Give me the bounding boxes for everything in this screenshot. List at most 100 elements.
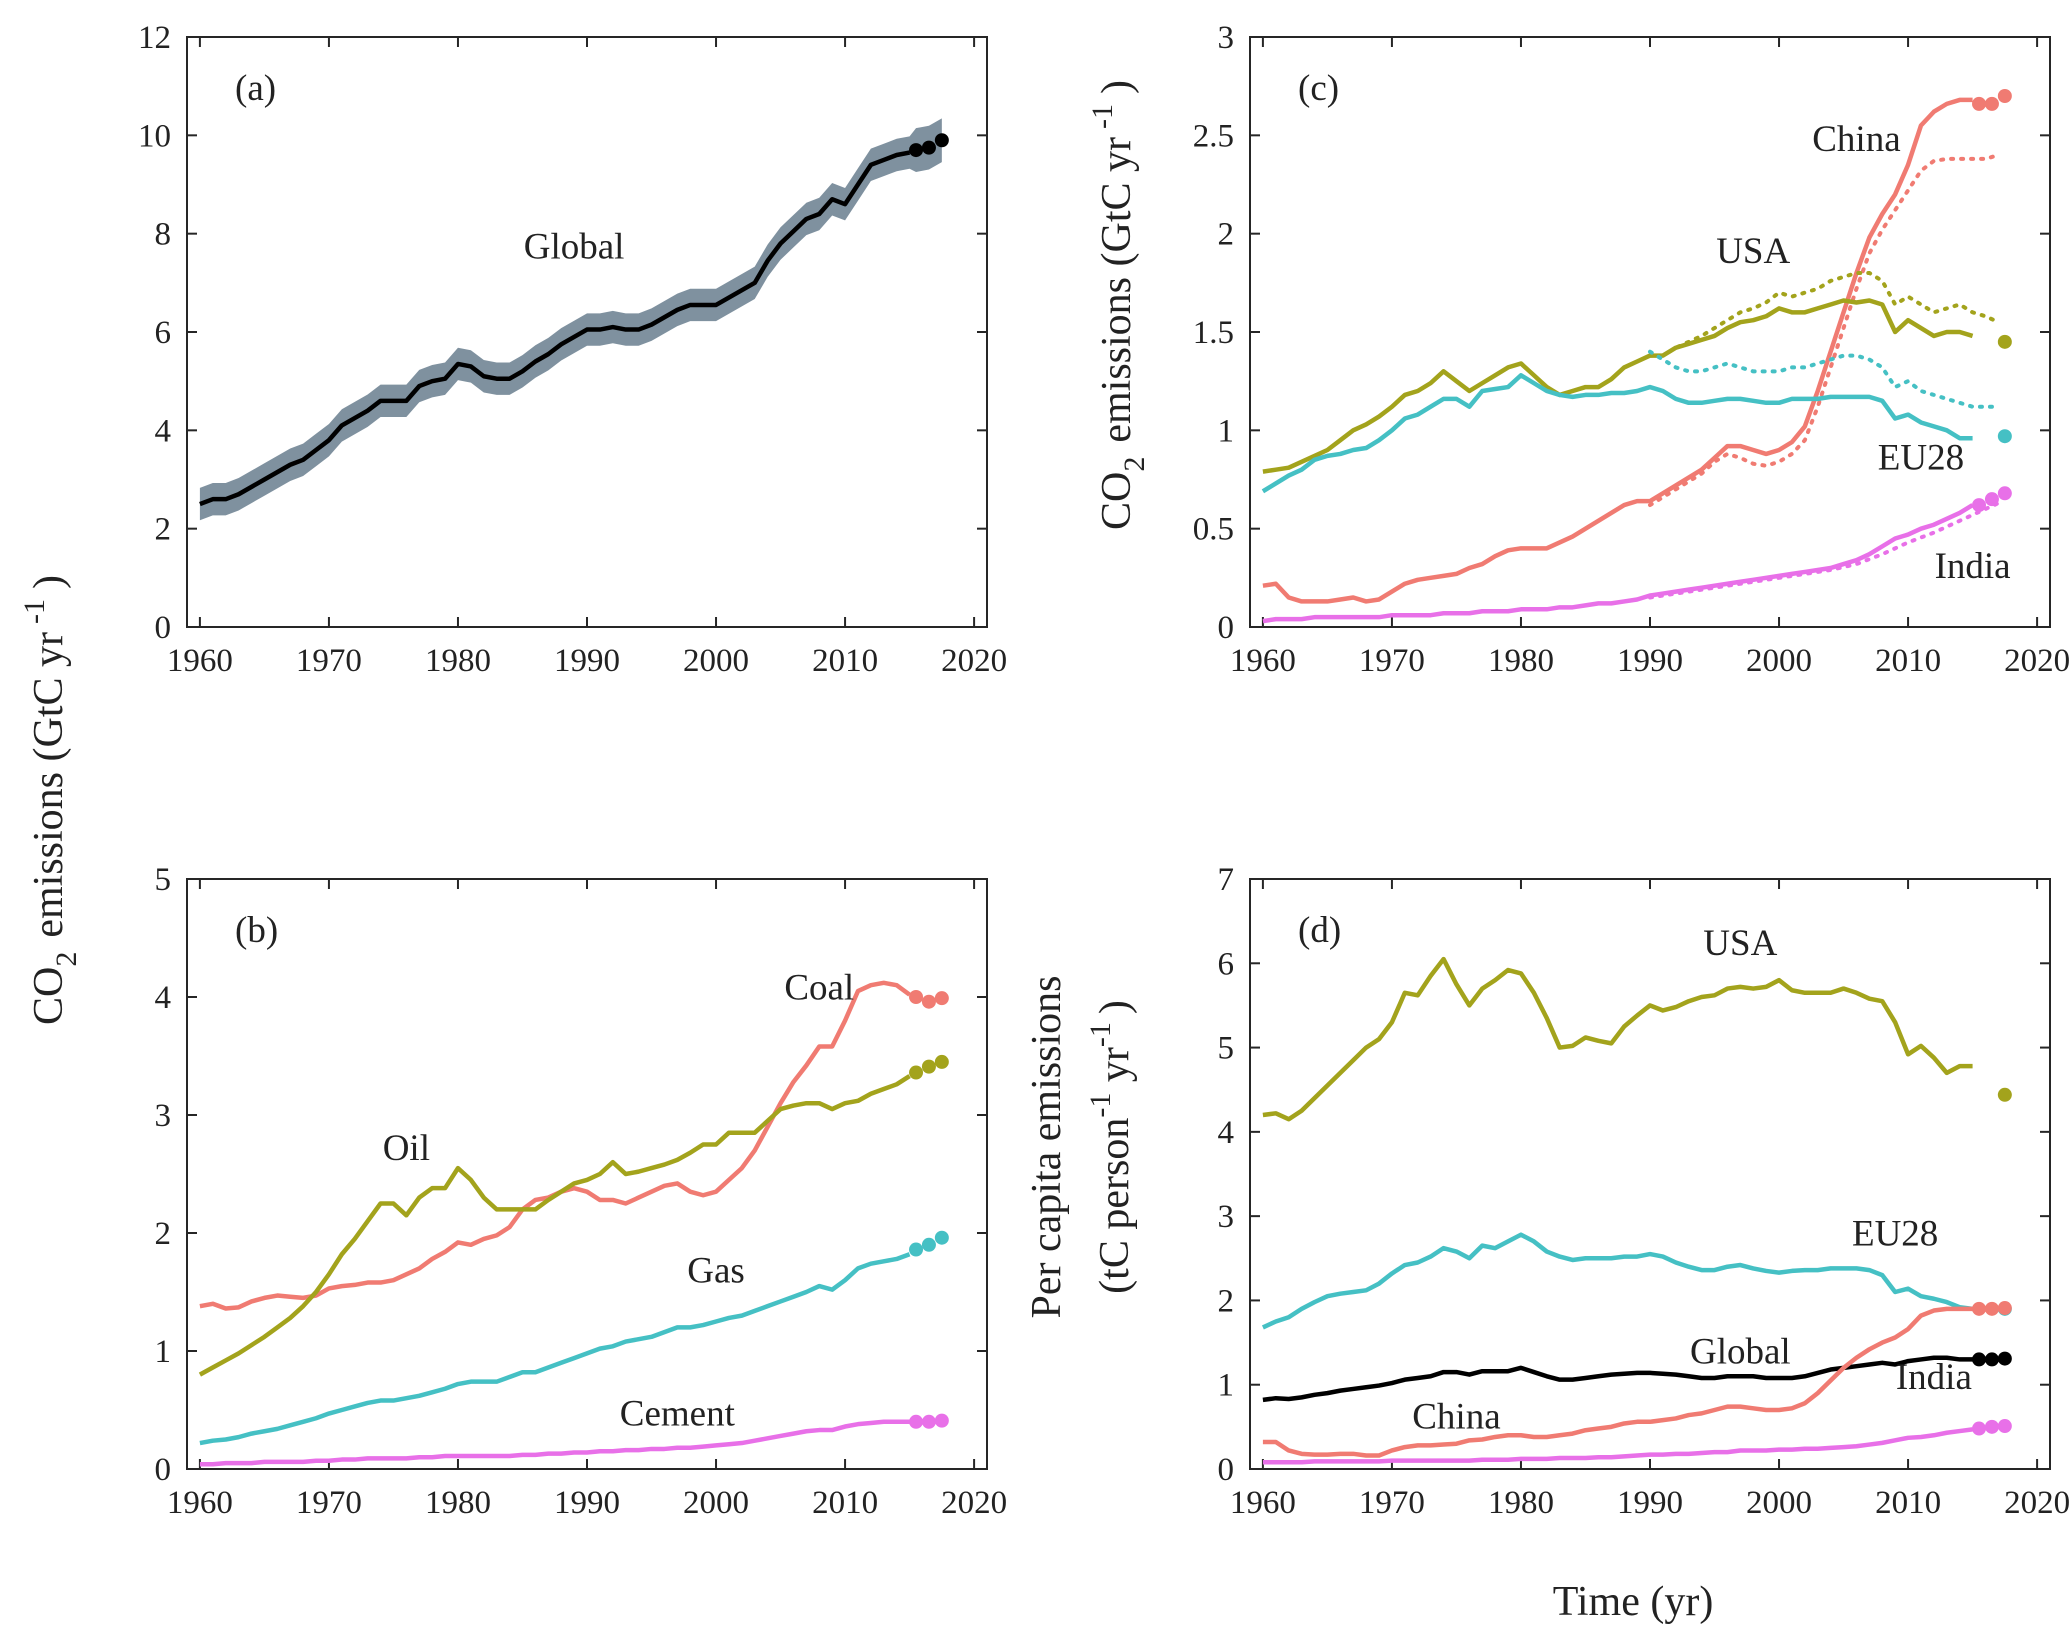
chart-d-xtick-label-1980: 1980 xyxy=(1488,1485,1554,1521)
chart-d-ytick-label-5: 5 xyxy=(1218,1031,1235,1067)
chart-b-series-cement-line xyxy=(199,1419,910,1467)
chart-d-annotation-india: India xyxy=(1896,1357,1972,1398)
chart-b-annotation-gas: Gas xyxy=(687,1251,745,1292)
chart-c-ytick-label-4: 2 xyxy=(1218,217,1235,253)
chart-b-series-cement-projection-point-1 xyxy=(909,1414,924,1429)
chart-b-series-oil-line xyxy=(198,1074,911,1377)
chart-d-xtick-label-2000: 2000 xyxy=(1746,1485,1812,1521)
chart-a-ytick-label-3: 6 xyxy=(155,315,172,351)
chart-d-xtick-label-1990: 1990 xyxy=(1617,1485,1683,1521)
panel-b: 1960 1970 1980 1990 2000 2010 2020 0 1 2 3 4 5 (b) Coa… xyxy=(155,862,1008,1521)
chart-d-ytick-label-3: 3 xyxy=(1218,1199,1235,1235)
c-ylabel-sup: -1 xyxy=(1086,104,1119,129)
c-ylabel-close: ) xyxy=(1094,80,1140,94)
chart-c-xtick-label-2010: 2010 xyxy=(1875,643,1941,679)
chart-a-ytick-label-4: 8 xyxy=(155,217,172,253)
chart-d-panel-label: (d) xyxy=(1298,910,1341,951)
chart-b-ytick-label-0: 0 xyxy=(155,1452,172,1488)
chart-b-xtick-label-1970: 1970 xyxy=(296,1485,362,1521)
chart-b-series-gas-line xyxy=(199,1252,911,1446)
d-ylabel-sup2: -1 xyxy=(1084,1022,1117,1047)
chart-b-panel-label: (b) xyxy=(235,910,278,951)
chart-c-xtick-label-1980: 1980 xyxy=(1488,643,1554,679)
chart-c-series-eu28-line xyxy=(1261,373,1973,494)
chart-c-ytick-label-6: 3 xyxy=(1218,20,1235,56)
chart-b-series-gas-projection-point-1 xyxy=(909,1242,924,1257)
chart-d-ytick-label-1: 1 xyxy=(1218,1368,1235,1404)
chart-d-xtick-label-2010: 2010 xyxy=(1875,1485,1941,1521)
chart-d-annotation-global: Global xyxy=(1690,1332,1791,1373)
chart-d-annotation-eu28: EU28 xyxy=(1852,1214,1938,1255)
chart-c-series-india-line xyxy=(1262,503,1974,624)
panel-c: 1960 1970 1980 1990 2000 2010 2020 0 0.5 1 1.5 2 2.5… xyxy=(1193,20,2069,679)
chart-d-series-global-projection-point-3 xyxy=(1997,1351,2012,1366)
left-ylabel-sub: 2 xyxy=(50,952,83,967)
chart-b-xtick-label-2010: 2010 xyxy=(812,1485,878,1521)
chart-d-series-china-line xyxy=(1262,1306,1973,1458)
chart-c-ytick-label-1: 0.5 xyxy=(1193,512,1234,548)
chart-b-xtick-label-1990: 1990 xyxy=(554,1485,620,1521)
chart-a-panel-label: (a) xyxy=(235,68,276,109)
left-ylabel: CO2 emissions (GtC yr -1) xyxy=(18,575,83,1025)
chart-b-ytick-label-3: 3 xyxy=(155,1098,172,1134)
chart-b-axes-box xyxy=(186,878,988,1470)
chart-d-series-global-projection-point-2 xyxy=(1984,1352,1999,1367)
chart-b-series-cement-projection-point-3 xyxy=(934,1413,949,1428)
chart-a-xtick-label-2010: 2010 xyxy=(812,643,878,679)
chart-a-series-global-projection-point-2 xyxy=(921,140,936,155)
chart-c-series-usa-territorial-dotted-line xyxy=(1648,271,2001,358)
chart-d-series-usa-projection-point-1 xyxy=(1997,1087,2012,1102)
chart-c-annotation-china: China xyxy=(1812,119,1900,160)
left-ylabel-sup: -1 xyxy=(18,599,51,624)
chart-b-ytick-label-4: 4 xyxy=(155,980,172,1016)
chart-c-series-china-projection-point-3 xyxy=(1997,89,2012,103)
chart-b-annotation-coal: Coal xyxy=(784,967,854,1008)
chart-b-series-oil-projection-point-1 xyxy=(909,1065,924,1080)
chart-a-ytick-label-2: 4 xyxy=(155,413,172,449)
chart-c-xtick-label-1960: 1960 xyxy=(1230,643,1296,679)
chart-a-ytick-label-6: 12 xyxy=(138,20,171,56)
chart-c-series-india-projection-point-2 xyxy=(1984,492,1999,507)
chart-c-series-china-line xyxy=(1262,97,1973,604)
chart-c-series-eu28-territorial-dotted-line xyxy=(1648,349,2001,409)
chart-d-xtick-label-2020: 2020 xyxy=(2004,1485,2069,1521)
chart-c-ytick-label-5: 2.5 xyxy=(1193,118,1234,154)
chart-c-series-india-projection-point-3 xyxy=(1997,486,2012,501)
chart-a-series-global-projection-point-3 xyxy=(934,133,949,148)
chart-c-xtick-label-1990: 1990 xyxy=(1617,643,1683,679)
chart-b-series-oil-projection-point-3 xyxy=(934,1054,949,1069)
chart-c-annotation-eu28: EU28 xyxy=(1878,438,1964,479)
chart-b-ytick-label-5: 5 xyxy=(155,862,172,898)
chart-d-series-india-line xyxy=(1262,1427,1973,1465)
chart-c-ytick-label-0: 0 xyxy=(1218,610,1235,646)
chart-d-annotation-china: China xyxy=(1412,1397,1500,1438)
chart-b-series-coal-projection-point-3 xyxy=(934,991,949,1006)
c-ylabel-rest: emissions (GtC yr xyxy=(1094,137,1140,443)
chart-c-series-usa-line xyxy=(1262,298,1974,474)
chart-d-series-global-projection-point-1 xyxy=(1972,1352,1987,1367)
chart-d-series-usa-line xyxy=(1262,956,1973,1122)
chart-a-series-global-projection-point-1 xyxy=(909,143,924,158)
chart-b-ytick-label-2: 2 xyxy=(155,1216,172,1252)
chart-b-series-gas-projection-point-3 xyxy=(934,1230,949,1245)
chart-b-series-oil-projection-point-2 xyxy=(921,1059,936,1074)
chart-c-annotation-usa: USA xyxy=(1716,231,1790,272)
chart-c-series-china-projection-point-1 xyxy=(1972,96,1987,111)
chart-a-xtick-label-1980: 1980 xyxy=(425,643,491,679)
chart-d-annotation-usa: USA xyxy=(1703,923,1777,964)
panel-c-ylabel: CO2 emissions (GtC yr -1) xyxy=(1086,80,1151,530)
chart-d-ytick-label-7: 7 xyxy=(1218,862,1235,898)
left-ylabel-co: CO xyxy=(26,967,72,1025)
chart-a-xtick-label-1960: 1960 xyxy=(167,643,233,679)
chart-a-xtick-label-2000: 2000 xyxy=(683,643,749,679)
chart-d-xtick-label-1970: 1970 xyxy=(1359,1485,1425,1521)
chart-d-series-china-projection-point-1 xyxy=(1972,1301,1987,1316)
chart-b-series-coal-projection-point-1 xyxy=(909,990,924,1004)
chart-a-ytick-label-0: 0 xyxy=(155,610,172,646)
chart-a-series-global-line xyxy=(199,150,911,507)
chart-c-series-china-projection-point-2 xyxy=(1984,96,1999,111)
d-ylabel-a: (tC person xyxy=(1092,1118,1138,1294)
chart-b-xtick-label-1980: 1980 xyxy=(425,1485,491,1521)
panel-d-ylabel-line1: Per capita emissions xyxy=(1024,976,1070,1319)
